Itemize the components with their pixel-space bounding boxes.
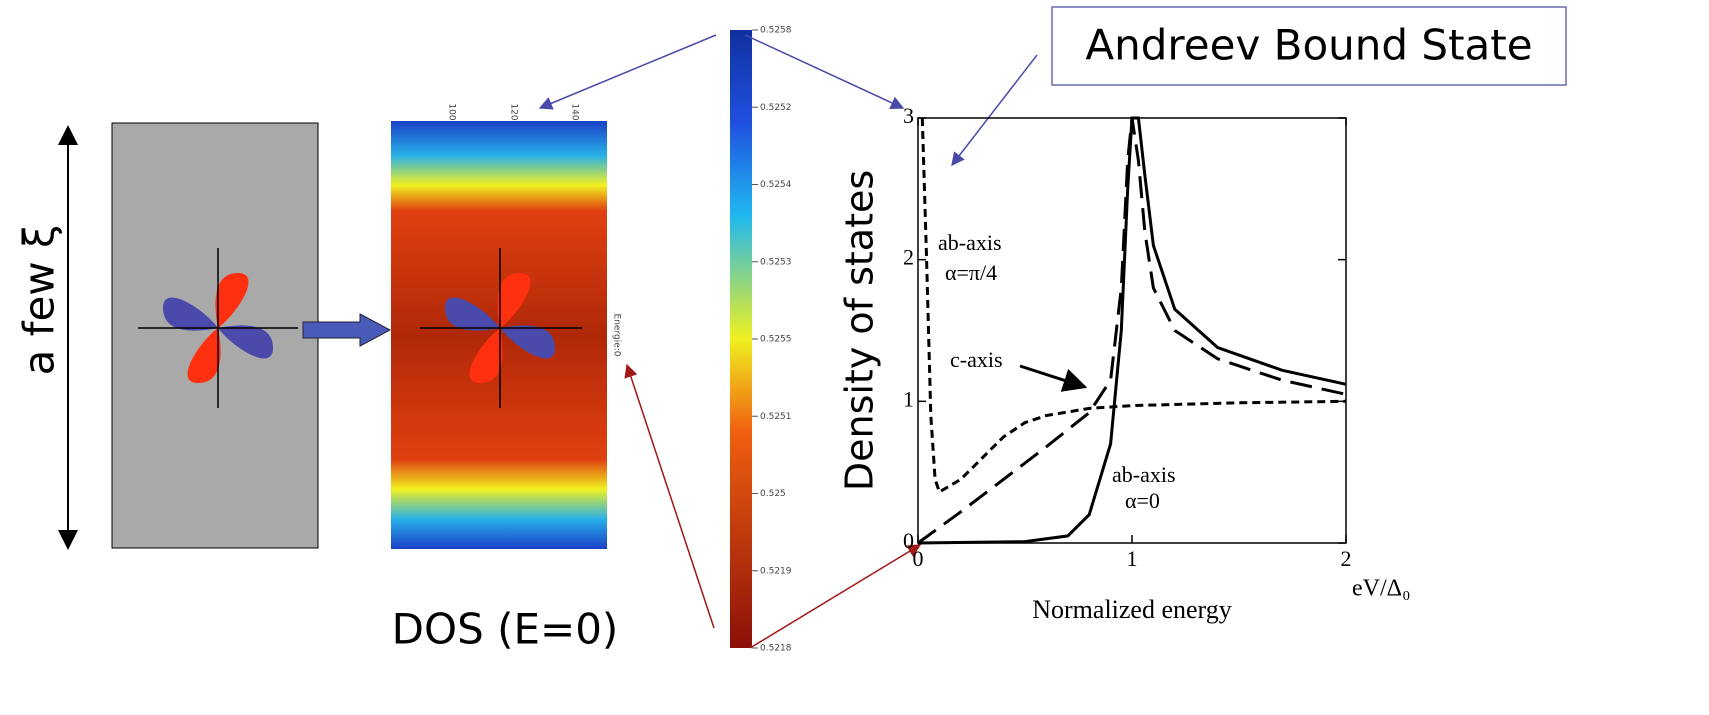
- colorbar-ticks: 0.5258 0.5252 0.5254 0.5253 0.5255 0.5251 0.52…: [752, 26, 792, 654]
- dos-chart: 0 1 2 3 0 1 2 Density of states Normalized energ…: [838, 103, 1411, 624]
- x-unit: eV/Δ₀: [1352, 576, 1410, 602]
- pointer: [538, 34, 717, 110]
- axes-cross: [420, 248, 582, 408]
- colorbar-label: 0.5219: [760, 566, 792, 576]
- colorbar-label: 0.5253: [760, 257, 792, 267]
- callout-box: [1051, 6, 1567, 86]
- colorbar-label: 0.5255: [760, 335, 792, 345]
- dos-label: DOS (E=0): [392, 605, 619, 654]
- colorbar-label: 0.5251: [760, 412, 792, 422]
- x-tick-label: 1: [1127, 546, 1138, 571]
- dos-curve: [920, 117, 1347, 495]
- annotation: α=π/4: [945, 260, 997, 285]
- dos-curve: [917, 116, 1347, 545]
- annotation-arrow: [1019, 364, 1088, 392]
- annotation: c-axis: [950, 347, 1003, 372]
- axes-cross: [138, 248, 298, 408]
- y-tick-label: 3: [903, 103, 914, 128]
- colorbar: [730, 30, 752, 648]
- x-tick-label: 2: [1341, 546, 1352, 571]
- x-tick-label: 0: [913, 546, 924, 571]
- pointer: [749, 544, 922, 649]
- colorbar-label: 0.5218: [760, 644, 792, 654]
- heatmap-tick: 120: [509, 103, 519, 120]
- arrow: [302, 313, 392, 347]
- y-axis-title: Density of states: [838, 170, 882, 491]
- y-tick-label: 1: [903, 386, 914, 411]
- heatmap-tick: 100: [447, 103, 457, 120]
- heatmap-tick: 140: [570, 103, 580, 120]
- colorbar-label: 0.5254: [760, 180, 792, 190]
- heatmap-side-label: Energie:0: [612, 314, 622, 357]
- pointer: [744, 34, 905, 110]
- colorbar-label: 0.5252: [760, 103, 792, 113]
- colorbar-label: 0.5258: [760, 26, 792, 36]
- annotation: ab-axis: [938, 230, 1002, 255]
- y-tick-label: 2: [903, 245, 914, 270]
- annotation: ab-axis: [1112, 462, 1176, 487]
- colorbar-label: 0.525: [760, 489, 786, 499]
- scale-label: a few ξ: [15, 225, 64, 376]
- annotation: α=0: [1125, 488, 1160, 513]
- pointer: [951, 54, 1038, 167]
- x-axis-title: Normalized energy: [1032, 595, 1232, 624]
- y-tick-label: 0: [903, 528, 914, 553]
- callout-text: Andreev Bound State: [1085, 21, 1532, 70]
- pointer: [624, 363, 715, 629]
